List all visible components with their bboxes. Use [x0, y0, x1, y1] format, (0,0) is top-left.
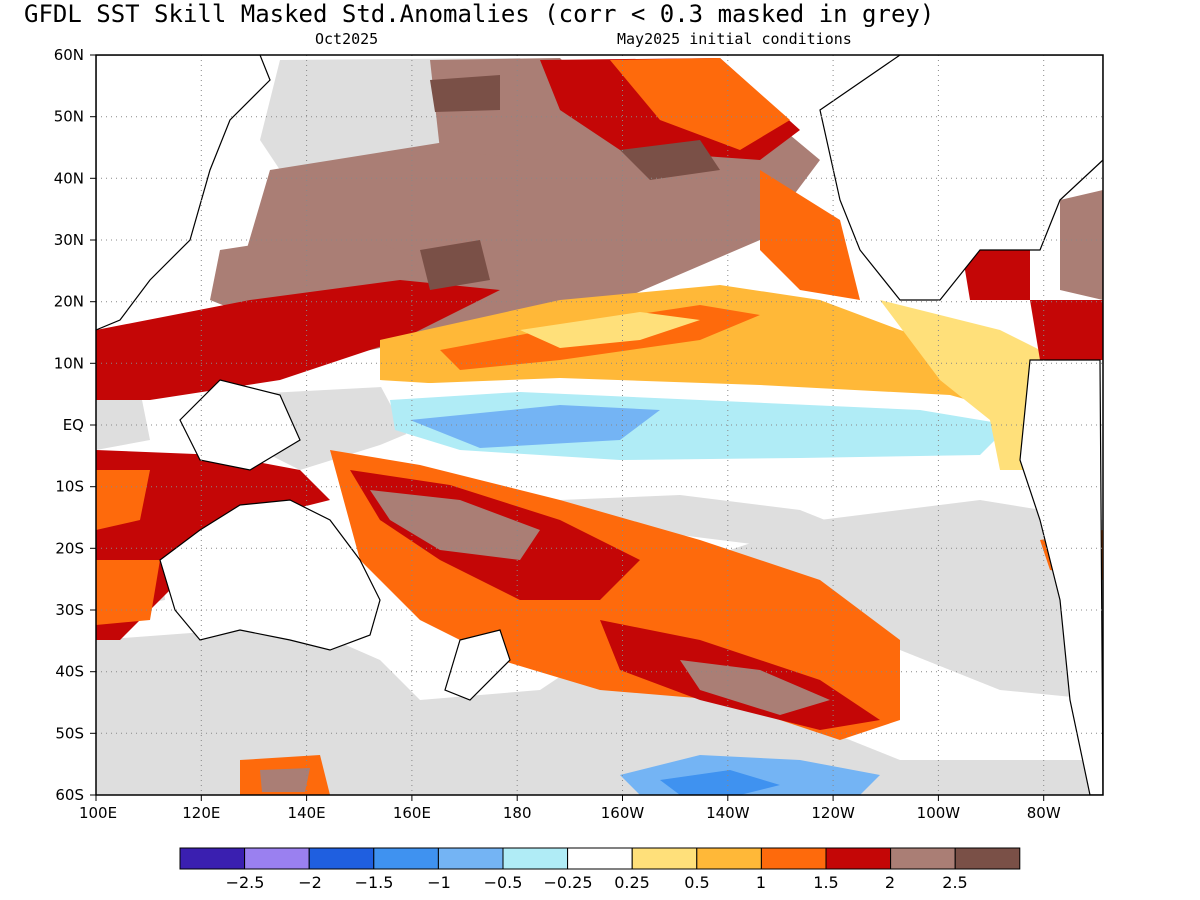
lat-tick-label: EQ: [63, 416, 84, 434]
lon-tick-label: 160W: [601, 804, 645, 822]
colorbar-label: −2: [298, 873, 322, 892]
lon-tick-label: 80W: [1027, 804, 1061, 822]
lat-tick-label: 40N: [54, 169, 84, 187]
colorbar-cell: [760, 847, 827, 870]
map-title: GFDL SST Skill Masked Std.Anomalies (cor…: [24, 0, 934, 28]
south-america-land: [1019, 359, 1103, 795]
lat-tick-label: 30N: [54, 231, 84, 249]
lat-tick-label: 50S: [55, 724, 84, 742]
lat-tick-label: 60S: [55, 786, 84, 804]
lat-tick-label: 20S: [55, 539, 84, 557]
colorbar-cell: [437, 847, 504, 870]
colorbar-cell: [890, 847, 956, 870]
map-graticule: [96, 55, 1103, 795]
colorbar-cell: [308, 847, 375, 870]
maritime-continent-land: [179, 379, 301, 471]
colorbar-label: −0.5: [484, 873, 523, 892]
colorbar-label: −2.5: [226, 873, 265, 892]
lat-tick-label: 60N: [54, 46, 84, 64]
longitude-axis: 100E 120E 140E 160E 180 160W 140W 120W 1…: [79, 795, 1061, 822]
lon-tick-label: 140W: [706, 804, 750, 822]
colorbar-cell: [244, 847, 310, 870]
colorbar-label: −1: [427, 873, 451, 892]
lon-tick-label: 120W: [811, 804, 855, 822]
colorbar-label: 0.5: [684, 873, 709, 892]
colorbar-cell: [373, 847, 439, 870]
colorbar-label: 1.5: [813, 873, 838, 892]
lat-tick-label: 30S: [55, 601, 84, 619]
colorbar-cell: [631, 847, 698, 870]
colorbar-label: 0.25: [614, 873, 650, 892]
colorbar-cell: [825, 847, 892, 870]
north-america-land: [819, 55, 1103, 301]
lon-tick-label: 120E: [182, 804, 220, 822]
lat-tick-label: 50N: [54, 108, 84, 126]
map-plot-area: [96, 55, 1103, 795]
asia-land: [96, 55, 271, 331]
colorbar-cells: [179, 847, 1021, 870]
valid-month-label: Oct2025: [315, 30, 378, 48]
colorbar-labels: −2.5 −2 −1.5 −1 −0.5 −0.25 0.25 0.5 1 1.…: [226, 873, 968, 892]
lon-tick-label: 100W: [917, 804, 961, 822]
lat-tick-label: 10S: [55, 478, 84, 496]
lon-tick-label: 180: [503, 804, 532, 822]
lon-tick-label: 100E: [79, 804, 117, 822]
new-zealand-land: [444, 629, 511, 701]
colorbar-label: −0.25: [543, 873, 592, 892]
colorbar-cell: [179, 847, 246, 870]
colorbar-cell: [567, 847, 633, 870]
colorbar-cell: [954, 847, 1021, 870]
colorbar-label: 2: [885, 873, 895, 892]
lat-tick-label: 20N: [54, 293, 84, 311]
lon-tick-label: 140E: [288, 804, 326, 822]
colorbar-label: −1.5: [355, 873, 394, 892]
land-masses: [96, 55, 1103, 795]
latitude-axis: 60N 50N 40N 30N 20N 10N EQ 10S 20S 30S 4…: [54, 46, 96, 804]
australia-land: [159, 499, 381, 651]
colorbar: −2.5 −2 −1.5 −1 −0.5 −0.25 0.25 0.5 1 1.…: [179, 847, 1021, 892]
colorbar-cell: [502, 847, 569, 870]
lon-tick-label: 160E: [393, 804, 431, 822]
lat-tick-label: 40S: [55, 663, 84, 681]
colorbar-cell: [696, 847, 762, 870]
colorbar-label: 2.5: [942, 873, 967, 892]
colorbar-label: 1: [756, 873, 766, 892]
init-conditions-label: May2025 initial conditions: [617, 30, 852, 48]
lat-tick-label: 10N: [54, 354, 84, 372]
